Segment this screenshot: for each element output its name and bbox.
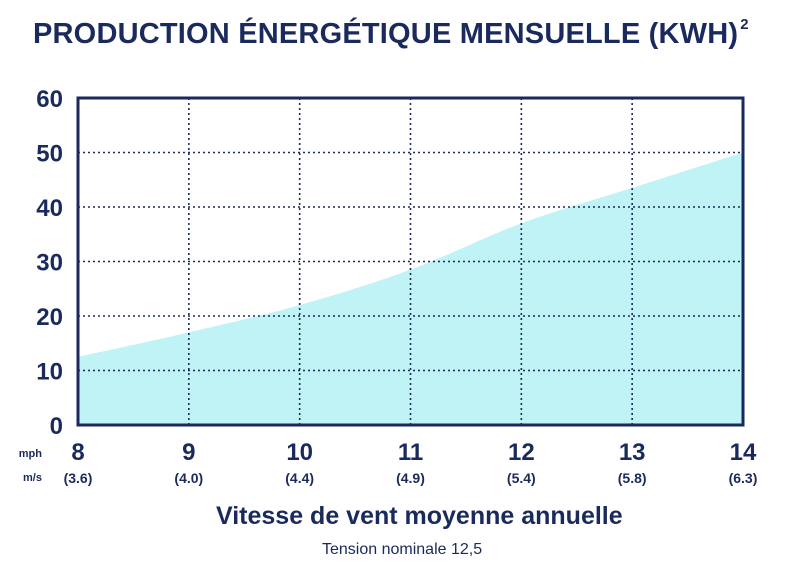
plot-frame [76, 96, 745, 427]
x-unit-label-ms: m/s [23, 472, 42, 484]
energy-production-chart: 0 10 20 30 40 50 60 8 (3.6) 9 (4.0) 10 (4.4) 11 (4.9) 1… [19, 86, 758, 486]
y-tick-labels: 0 10 20 30 40 50 60 [36, 86, 63, 440]
x-tick-label: 10 [286, 439, 313, 466]
chart-title-text: PRODUCTION ÉNERGÉTIQUE MENSUELLE (KWH) [33, 18, 739, 50]
x-tick-label: 9 [182, 439, 195, 466]
x-tick-label: 13 [619, 439, 646, 466]
y-tick-label: 10 [36, 359, 63, 386]
x-tick-label-secondary: (6.3) [729, 470, 758, 486]
x-tick-label: 11 [398, 439, 423, 466]
x-tick-label-secondary: (5.8) [618, 470, 647, 486]
x-unit-label-mph: mph [19, 448, 43, 460]
footnote: Tension nominale 12,5 [322, 541, 483, 558]
grid [78, 98, 743, 425]
x-tick-label-secondary: (4.4) [285, 470, 314, 486]
x-tick-label: 14 [730, 439, 757, 466]
y-tick-label: 20 [36, 304, 63, 331]
x-tick-label-secondary: (3.6) [64, 470, 93, 486]
x-tick-label-secondary: (4.0) [174, 470, 203, 486]
plot-border [76, 96, 745, 427]
x-axis-title: Vitesse de vent moyenne annuelle [216, 502, 623, 530]
y-tick-label: 0 [50, 413, 63, 440]
chart-title: PRODUCTION ÉNERGÉTIQUE MENSUELLE (KWH) 2 [33, 16, 749, 51]
x-tick-labels: 8 (3.6) 9 (4.0) 10 (4.4) 11 (4.9) 12 (5.4) 13 (5.8)… [64, 439, 758, 486]
x-tick-label: 12 [508, 439, 535, 466]
x-unit-labels: mph m/s [19, 448, 43, 484]
y-tick-label: 40 [36, 195, 63, 222]
y-tick-label: 60 [36, 86, 63, 113]
title-superscript: 2 [740, 16, 749, 33]
y-tick-label: 50 [36, 141, 63, 168]
y-tick-label: 30 [36, 250, 63, 277]
x-tick-label-secondary: (4.9) [396, 470, 425, 486]
x-tick-label-secondary: (5.4) [507, 470, 536, 486]
x-tick-label: 8 [71, 439, 84, 466]
